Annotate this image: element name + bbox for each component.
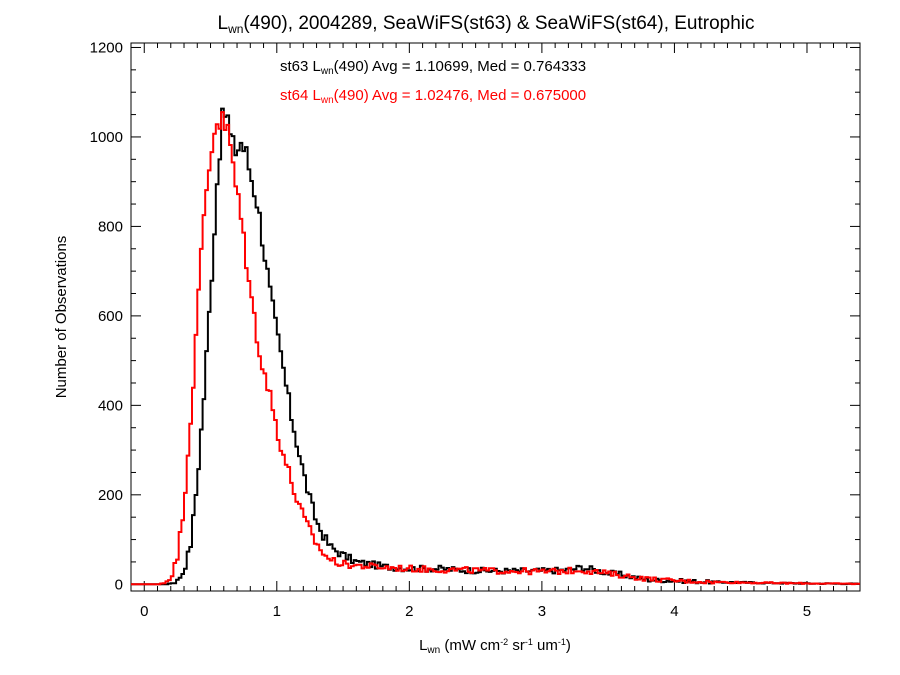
y-tick-label: 200 <box>98 487 123 504</box>
x-tick-label: 0 <box>140 603 148 620</box>
series-st64-line <box>131 111 860 586</box>
x-axis-label: Lwn (mW cm-2 sr-1 um-1) <box>419 637 571 656</box>
y-tick-label: 0 <box>115 576 123 593</box>
x-tick-label: 4 <box>670 603 678 620</box>
y-tick-label: 400 <box>98 397 123 414</box>
x-axis-ticks: 0 1 2 3 4 5 <box>140 43 861 620</box>
series-group <box>131 107 860 586</box>
y-tick-label: 1200 <box>90 39 123 56</box>
y-tick-label: 800 <box>98 218 123 235</box>
plot-border <box>130 42 861 592</box>
x-tick-label: 2 <box>405 603 413 620</box>
y-axis-ticks: 0 200 400 600 800 1000 1200 <box>90 39 860 593</box>
annotation-st64: st64 Lwn(490) Avg = 1.02476, Med = 0.675… <box>280 87 586 106</box>
y-tick-label: 600 <box>98 308 123 325</box>
plot-frame <box>130 42 861 592</box>
annotation-st63: st63 Lwn(490) Avg = 1.10699, Med = 0.764… <box>280 58 586 77</box>
y-tick-label: 1000 <box>90 129 123 146</box>
x-tick-label: 5 <box>803 603 811 620</box>
x-tick-label: 1 <box>273 603 281 620</box>
x-tick-label: 3 <box>538 603 546 620</box>
y-axis-label: Number of Observations <box>53 236 70 399</box>
chart-title: Lwn(490), 2004289, SeaWiFS(st63) & SeaWi… <box>217 13 754 36</box>
